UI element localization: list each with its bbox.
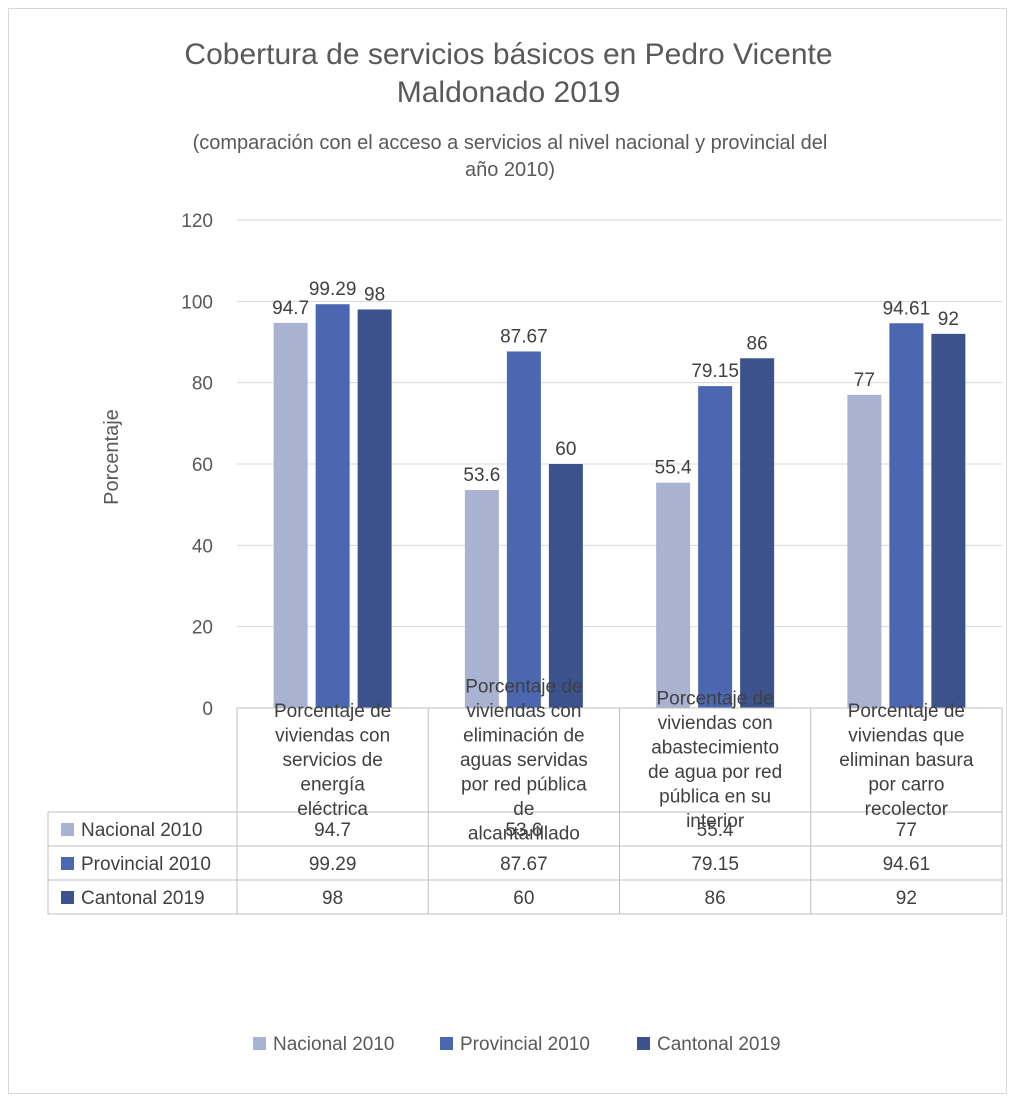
table-series-name: Cantonal 2019 (81, 888, 205, 909)
legend-key (61, 891, 74, 904)
table-cell: 87.67 (500, 854, 548, 875)
x-tick-label-line: Porcentaje de (657, 689, 774, 710)
table-cell: 60 (513, 888, 534, 909)
table-series-name: Provincial 2010 (81, 854, 211, 875)
data-label: 77 (854, 370, 875, 391)
legend-key (253, 1037, 266, 1050)
bar (889, 323, 924, 708)
x-tick-label-line: viviendas con (275, 725, 390, 746)
bar (357, 309, 392, 708)
x-tick-label-line: Porcentaje de (848, 701, 965, 722)
y-tick-label: 0 (202, 699, 213, 720)
bar (931, 333, 966, 708)
y-tick-label: 100 (181, 292, 213, 313)
bar (464, 490, 499, 708)
y-tick-label: 80 (192, 374, 213, 395)
data-label: 98 (364, 284, 385, 305)
x-tick-label-line: eléctrica (297, 799, 368, 820)
bar (548, 464, 583, 708)
table-cell: 94.61 (883, 854, 931, 875)
bar (740, 358, 775, 708)
x-tick-label-line: viviendas con (658, 713, 773, 734)
legend-label: Cantonal 2019 (657, 1034, 781, 1055)
y-tick-label: 60 (192, 455, 213, 476)
x-tick-label-line: viviendas que (848, 725, 964, 746)
x-tick-label-line: servicios de (282, 750, 382, 771)
x-tick-label: Porcentaje de viviendas con abastecimiento… (648, 689, 782, 833)
x-tick-label-line: viviendas con (466, 701, 581, 722)
bar (847, 394, 882, 708)
chart-title: Cobertura de servicios básicos en Pedro … (0, 36, 1017, 112)
x-tick-label-line: pública en su (659, 787, 771, 808)
chart-title-text: Cobertura de servicios básicos en Pedro … (184, 38, 833, 109)
x-tick-label-line: energía (300, 774, 365, 795)
x-tick-label-line: de (513, 799, 534, 820)
x-tick-label-line: alcantarillado (468, 823, 580, 844)
y-tick-label: 20 (192, 618, 213, 639)
table-cell: 94.7 (314, 820, 351, 841)
data-label: 92 (938, 309, 959, 330)
data-label: 99.29 (309, 279, 357, 300)
x-tick-label-line: Porcentaje de (465, 676, 582, 697)
x-tick-label-line: recolector (865, 799, 949, 820)
table-cell: 92 (896, 888, 917, 909)
bar (698, 386, 733, 708)
table-cell: 99.29 (309, 854, 357, 875)
y-tick-label: 40 (192, 536, 213, 557)
data-label: 79.15 (691, 361, 739, 382)
x-tick-label: Porcentaje de viviendas con eliminación de… (460, 676, 588, 844)
table-cell: 86 (705, 888, 726, 909)
x-tick-label-line: aguas servidas (460, 750, 588, 771)
chart-subtitle-text: (comparación con el acceso a servicios a… (192, 132, 828, 181)
legend-key (440, 1037, 453, 1050)
y-axis-label: Porcentaje (101, 409, 123, 505)
legend-key (61, 857, 74, 870)
bar (273, 322, 308, 708)
x-tick-label-line: abastecimiento (651, 738, 779, 759)
x-tick-label-line: Porcentaje de (274, 701, 391, 722)
x-tick-label-line: por carro (868, 774, 944, 795)
chart-frame (8, 8, 1007, 1094)
x-tick-label-line: eliminan basura (839, 750, 974, 771)
data-table: Porcentaje de viviendas con servicios de en… (47, 676, 1003, 915)
x-tick-label: Porcentaje de viviendas con servicios de en… (274, 701, 391, 820)
legend-key (637, 1037, 650, 1050)
table-cell: 55.4 (697, 820, 734, 841)
data-label: 94.61 (883, 298, 931, 319)
data-label: 55.4 (655, 458, 692, 479)
table-cell: 79.15 (691, 854, 739, 875)
legend-label: Provincial 2010 (460, 1034, 590, 1055)
data-label: 94.7 (272, 298, 309, 319)
table-cell: 77 (896, 820, 917, 841)
bars (273, 304, 966, 708)
bar (656, 482, 691, 708)
x-tick-label: Porcentaje de viviendas que eliminan basur… (839, 701, 974, 820)
x-tick-label-line: por red pública (461, 774, 587, 795)
legend-key (61, 823, 74, 836)
data-label: 60 (555, 439, 576, 460)
bar (315, 304, 350, 708)
data-label: 53.6 (463, 465, 500, 486)
y-axis-ticks: 0 20 40 60 80 100 120 (181, 211, 213, 720)
data-label: 86 (747, 333, 768, 354)
table-cell: 98 (322, 888, 343, 909)
table-cell: 53.6 (505, 820, 542, 841)
legend-label: Nacional 2010 (273, 1034, 394, 1055)
legend: Nacional 2010 Provincial 2010 Cantonal 201… (253, 1034, 781, 1055)
data-labels: 94.799.29 98 53.6 87.67 60 55.4 79.15 86 77 94.61… (272, 279, 959, 486)
y-tick-label: 120 (181, 211, 213, 232)
x-tick-label-line: de agua por red (648, 762, 782, 783)
x-tick-label-line: eliminación de (463, 725, 584, 746)
chart-subtitle: (comparación con el acceso a servicios a… (130, 130, 890, 184)
table-series-name: Nacional 2010 (81, 820, 202, 841)
x-tick-label-line: interior (686, 811, 745, 832)
data-label: 87.67 (500, 326, 548, 347)
bar (506, 351, 541, 708)
